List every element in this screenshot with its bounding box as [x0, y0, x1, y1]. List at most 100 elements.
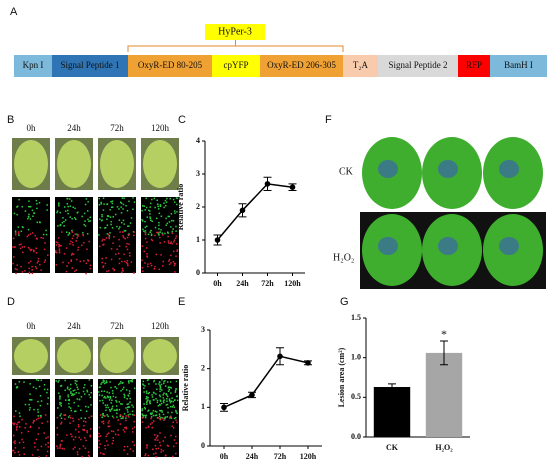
fluor-dot [120, 206, 122, 208]
fluor-dot [157, 205, 160, 208]
x-tick-label: 0h [220, 452, 229, 461]
fluor-dot [144, 262, 146, 264]
fluor-dot [165, 454, 167, 457]
fluor-dot [175, 235, 178, 238]
fluor-dot [82, 445, 85, 447]
fluor-dot [78, 392, 80, 394]
fluor-dot [162, 400, 165, 402]
fluor-dot [170, 434, 172, 437]
fluor-dot [40, 445, 43, 448]
fluor-dot [171, 455, 174, 458]
fluor-dot [78, 398, 81, 401]
fluor-dot [15, 272, 17, 275]
fluor-dot [20, 432, 23, 434]
fluor-dot [71, 229, 73, 232]
fluor-dot [69, 243, 71, 245]
fluor-dot [59, 403, 61, 406]
fluor-dot [84, 220, 86, 222]
fluor-dot [98, 426, 101, 429]
fluor-dot [168, 263, 171, 266]
fluor-dot [78, 436, 80, 439]
fluor-dot [72, 206, 74, 209]
fluor-dot [23, 453, 26, 455]
fluor-dot [14, 442, 16, 445]
fluor-dot [148, 391, 151, 394]
fluor-dot [143, 391, 145, 393]
fluor-dot [126, 398, 128, 400]
fluor-dot [14, 234, 17, 236]
fluor-dot [163, 241, 166, 243]
fluor-dot [74, 379, 77, 382]
fluor-dot [169, 405, 172, 408]
fluor-dot [118, 238, 120, 241]
fluor-dot [20, 230, 23, 233]
fluor-dot [12, 449, 15, 452]
fluor-dot [149, 206, 151, 208]
fluor-dot [43, 261, 46, 263]
fluor-dot [118, 408, 121, 411]
fluor-dot [100, 383, 102, 385]
fluor-dot [116, 248, 118, 250]
fluor-dot [100, 203, 103, 205]
fluor-dot [171, 425, 174, 428]
fluor-dot [171, 406, 174, 408]
fluor-dot [37, 408, 39, 411]
fluor-dot [109, 395, 112, 398]
fluor-dot [161, 409, 163, 412]
fluor-dot [105, 237, 108, 239]
fluor-dot [129, 255, 131, 257]
fluor-dot [75, 269, 78, 271]
fluor-dot [81, 215, 83, 218]
fluor-dot [108, 237, 111, 240]
fluor-dot [124, 230, 127, 232]
fluor-dot [128, 225, 130, 227]
fluor-dot [125, 204, 127, 207]
fluor-dot [152, 399, 155, 401]
fluor-dot [122, 381, 124, 384]
fluor-dot [60, 244, 62, 247]
fluor-dot [35, 387, 37, 390]
fluor-dot [145, 426, 147, 429]
fluor-dot [144, 415, 147, 417]
fluor-dot [28, 403, 30, 406]
fluor-dot [118, 226, 121, 228]
fluor-dot [26, 235, 29, 238]
fluor-dot [23, 246, 26, 248]
fluor-dot [133, 426, 136, 428]
fluor-dot [132, 413, 134, 416]
fluor-dot [155, 455, 157, 458]
fluor-dot [108, 432, 110, 434]
fluor-dot [98, 203, 101, 206]
fluor-dot [45, 455, 48, 457]
fluor-dot [111, 227, 114, 229]
fluor-dot [18, 441, 21, 444]
fluor-dot [108, 420, 110, 422]
fluor-dot [27, 228, 30, 231]
fluor-dot [110, 402, 112, 404]
fluor-dot [113, 409, 116, 411]
fluor-dot [72, 438, 75, 441]
fluor-dot [122, 203, 125, 206]
fluor-dot [77, 424, 80, 426]
fluor-dot [123, 393, 125, 396]
fluor-dot [107, 415, 109, 418]
fluor-dot [144, 237, 147, 240]
fluor-dot [104, 238, 106, 241]
y-tick-label: 0 [201, 441, 205, 450]
fluor-dot [70, 260, 72, 262]
fluor-dot [150, 234, 153, 237]
fluor-dot [65, 247, 68, 249]
fluor-dot [163, 382, 165, 385]
fluor-dot [84, 447, 87, 449]
fluor-dot [146, 241, 148, 243]
fluor-dot [108, 236, 111, 238]
fluor-dot [77, 235, 79, 237]
fluor-dot [75, 410, 77, 412]
fluor-dot [147, 409, 150, 412]
fluor-dot [118, 208, 120, 210]
fluor-dot [141, 245, 144, 247]
fluor-dot [130, 380, 132, 382]
fluor-dot [23, 447, 25, 449]
error-bar [440, 340, 448, 366]
fluor-dot [66, 265, 68, 267]
